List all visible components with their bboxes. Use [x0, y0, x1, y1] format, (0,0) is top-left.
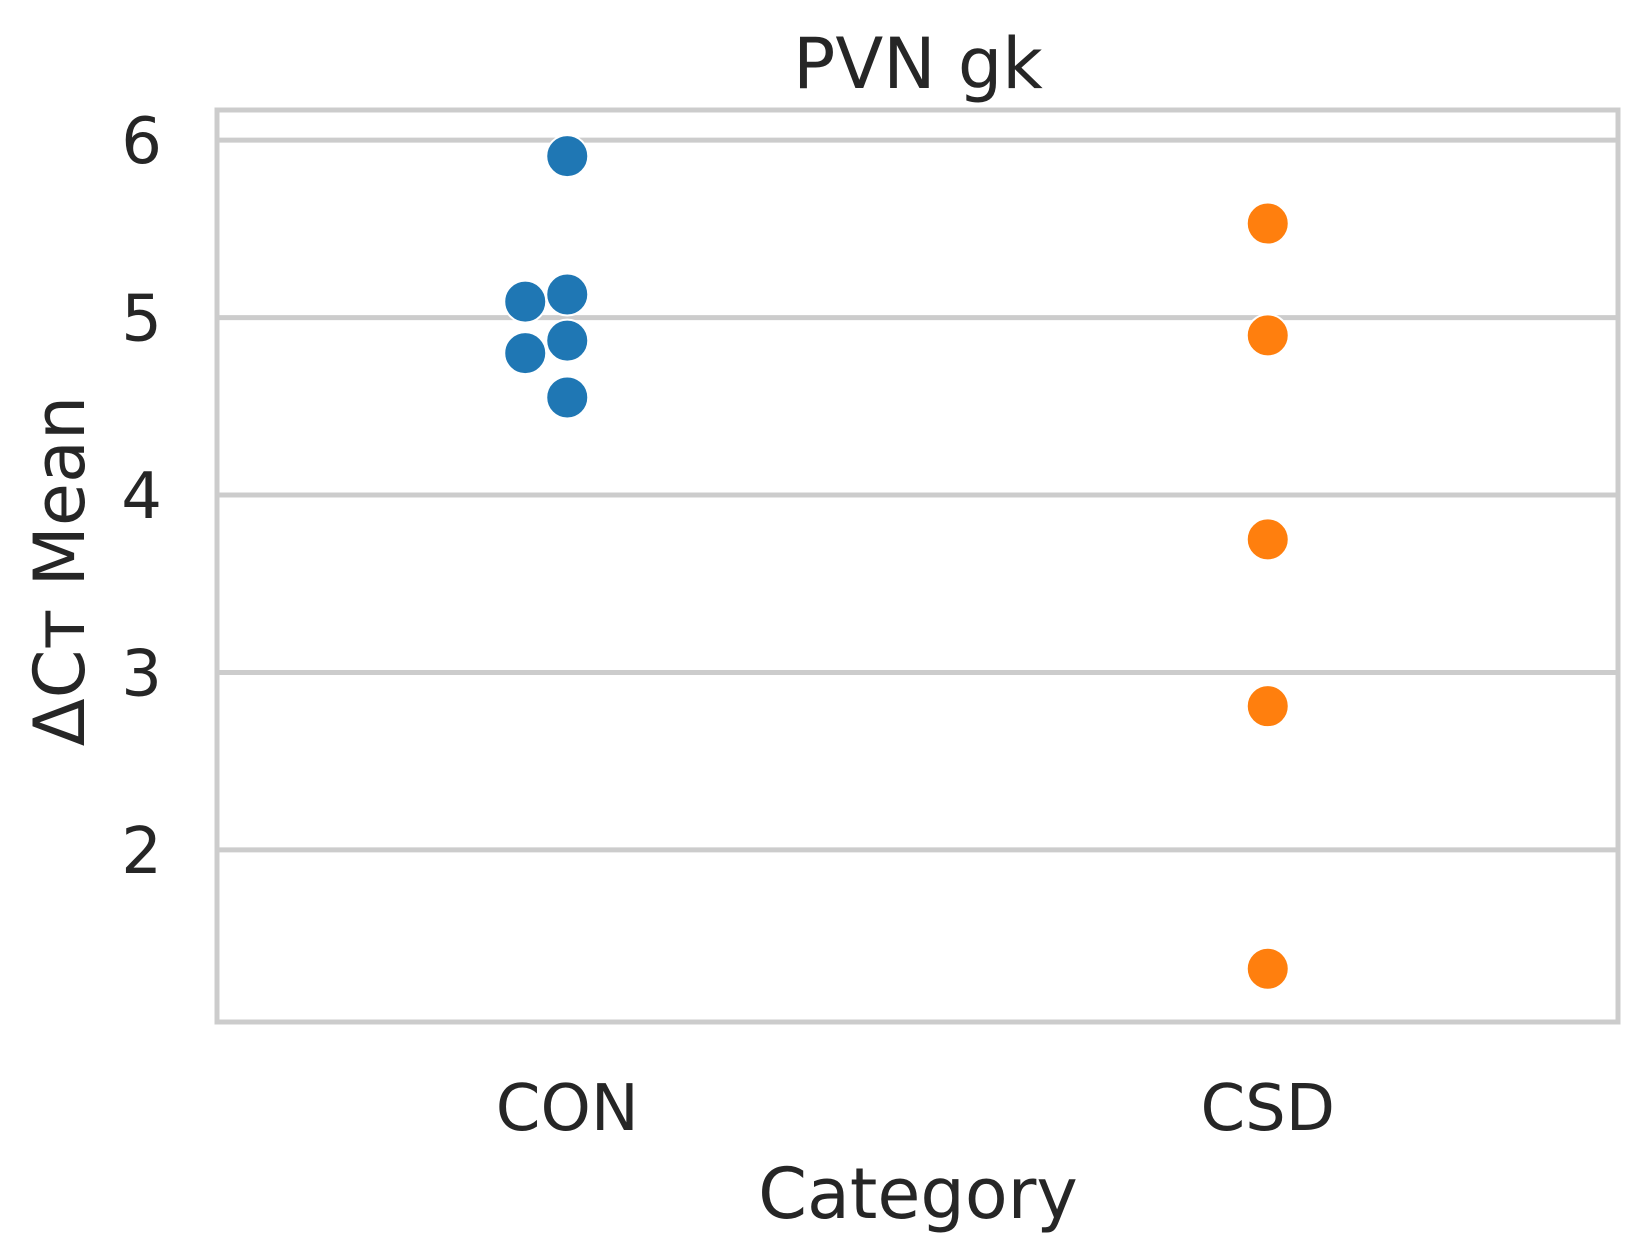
data-point-con [545, 375, 590, 420]
y-tick-label: 2 [121, 815, 162, 889]
grid-lines [217, 137, 1618, 853]
data-point-csd [1245, 684, 1290, 729]
data-point-csd [1245, 313, 1290, 358]
data-point-con [545, 134, 590, 179]
data-point-con [503, 331, 548, 376]
y-tick-label: 6 [121, 105, 162, 179]
y-tick-label: 4 [121, 460, 162, 534]
data-point-csd [1245, 201, 1290, 246]
x-tick-labels: CON CSD [496, 1072, 1335, 1146]
y-tick-label: 5 [121, 283, 162, 357]
data-point-csd [1245, 517, 1290, 562]
x-axis-label: Category [758, 1153, 1078, 1235]
x-tick-label: CON [496, 1072, 639, 1146]
y-tick-labels: 2 3 4 5 6 [121, 105, 162, 889]
data-points [503, 134, 1290, 991]
y-axis-label: ΔCт Mean [19, 396, 101, 747]
chart-title: PVN gk [793, 23, 1043, 105]
x-tick-label: CSD [1200, 1072, 1335, 1146]
data-point-con [545, 318, 590, 363]
data-point-con [503, 279, 548, 324]
plot-frame [214, 107, 1621, 1025]
data-point-con [545, 272, 590, 317]
data-point-csd [1245, 946, 1290, 991]
y-tick-label: 3 [121, 637, 162, 711]
